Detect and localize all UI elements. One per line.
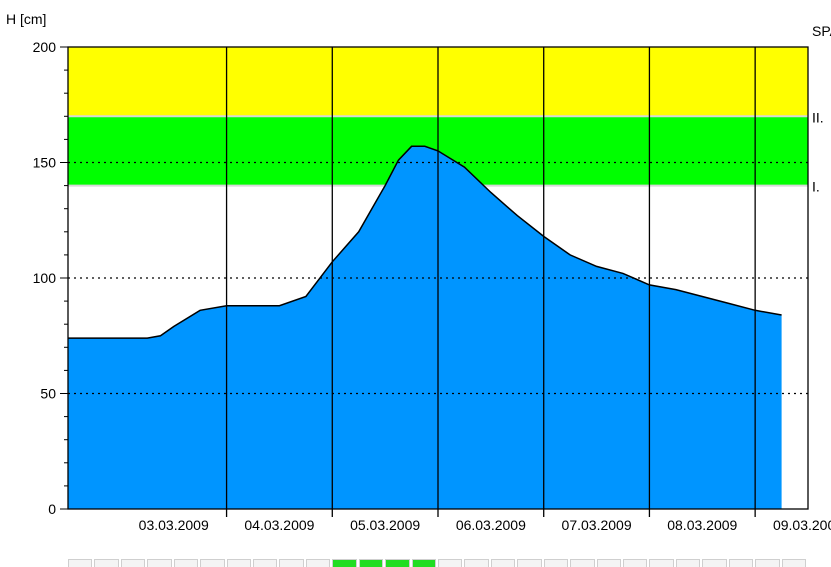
axes <box>60 46 809 510</box>
nav-strip-cell[interactable] <box>411 559 436 567</box>
nav-strip-cell[interactable] <box>675 559 701 567</box>
grid-lines <box>68 47 808 517</box>
x-tick-label: 08.03.2009 <box>667 517 737 533</box>
y-tick-label: 150 <box>33 155 57 171</box>
nav-strip-cell[interactable] <box>490 559 516 567</box>
threshold-label-1: I. <box>812 179 820 195</box>
nav-strip-cell[interactable] <box>438 559 463 567</box>
nav-strip-cell[interactable] <box>200 559 225 567</box>
nav-strip-cell[interactable] <box>279 559 304 567</box>
x-tick-label: 06.03.2009 <box>456 517 526 533</box>
nav-strip-cell[interactable] <box>305 559 331 567</box>
nav-strip-cell[interactable] <box>781 559 806 567</box>
y-axis-label: H [cm] <box>6 11 46 27</box>
nav-strip-cell[interactable] <box>68 559 93 567</box>
area-layer <box>68 145 782 510</box>
nav-strip-cell[interactable] <box>147 559 172 567</box>
nav-strip-cell[interactable] <box>517 559 542 567</box>
nav-strip-cell[interactable] <box>623 559 648 567</box>
nav-strip-cell[interactable] <box>94 559 119 567</box>
area-outline-0 <box>68 145 782 339</box>
nav-strip-cell[interactable] <box>226 559 251 567</box>
nav-strip-cell[interactable] <box>332 559 357 567</box>
nav-strip-cell[interactable] <box>173 559 199 567</box>
nav-strip-cell[interactable] <box>120 559 146 567</box>
nav-strip-cell[interactable] <box>728 559 754 567</box>
threshold-label-0: II. <box>812 109 824 125</box>
x-tick-label: 09.03.2009 <box>773 517 831 533</box>
x-tick-label: 05.03.2009 <box>350 517 420 533</box>
x-tick-label: 04.03.2009 <box>244 517 314 533</box>
nav-strip-cell[interactable] <box>596 559 621 567</box>
nav-strip-cell[interactable] <box>543 559 569 567</box>
y-tick-label: 200 <box>33 39 57 55</box>
x-tick-label: 07.03.2009 <box>562 517 632 533</box>
y-tick-label: 50 <box>40 386 56 402</box>
area-series-0 <box>68 146 782 510</box>
nav-strip-cell[interactable] <box>385 559 410 567</box>
tick-labels: II. I. 03.03.2009 04.03.2009 05.03.2009 06.03… <box>33 39 831 533</box>
time-navigation-strip[interactable] <box>68 559 808 567</box>
y-tick-label: 100 <box>33 270 57 286</box>
nav-strip-cell[interactable] <box>702 559 727 567</box>
x-tick-label: 03.03.2009 <box>139 517 209 533</box>
nav-strip-cell[interactable] <box>570 559 595 567</box>
nav-strip-cell[interactable] <box>464 559 489 567</box>
nav-strip-cell[interactable] <box>253 559 278 567</box>
y-tick-label: 0 <box>48 501 56 517</box>
station-label: SPA <box>812 23 831 39</box>
nav-strip-cell[interactable] <box>755 559 780 567</box>
nav-strip-cell[interactable] <box>649 559 674 567</box>
nav-strip-cell[interactable] <box>358 559 384 567</box>
